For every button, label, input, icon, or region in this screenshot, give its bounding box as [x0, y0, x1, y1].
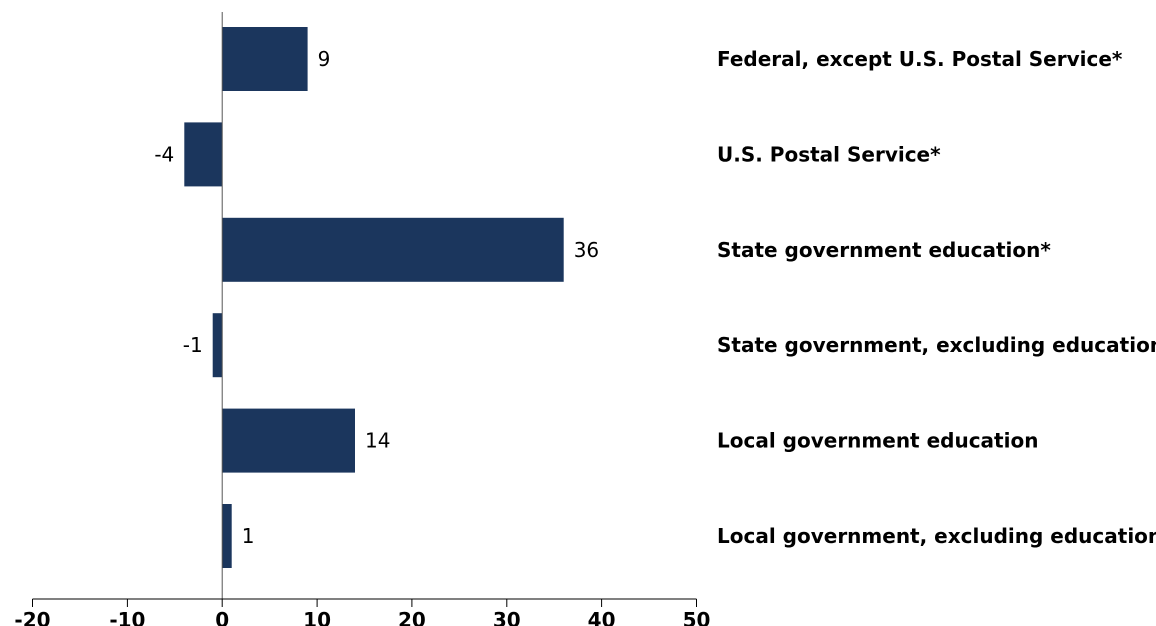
bar	[222, 27, 308, 91]
data-label: 14	[365, 429, 390, 453]
x-tick-label: 30	[493, 608, 521, 626]
category-label: Local government, excluding education	[717, 524, 1156, 548]
labels-group: 9 Federal, except U.S. Postal Service* -4 U…	[14, 47, 1156, 626]
category-label: U.S. Postal Service*	[717, 142, 941, 166]
bar	[222, 504, 232, 568]
x-tick-label: -10	[109, 608, 145, 626]
category-label: Federal, except U.S. Postal Service*	[717, 47, 1123, 71]
bar	[222, 217, 564, 282]
x-tick-label: 0	[215, 608, 229, 626]
category-label: State government education*	[717, 238, 1051, 262]
bar	[184, 122, 223, 187]
data-label: 36	[574, 238, 599, 262]
data-label: 1	[242, 524, 255, 548]
x-tick-label: 20	[398, 608, 426, 626]
bar	[222, 408, 355, 473]
bars-group	[184, 27, 564, 568]
x-tick-label: -20	[14, 608, 50, 626]
category-label: Local government education	[717, 429, 1038, 453]
x-tick-label: 50	[683, 608, 711, 626]
x-tick-label: 40	[588, 608, 616, 626]
bar	[212, 313, 223, 378]
data-label: 9	[318, 47, 331, 71]
category-label: State government, excluding education	[717, 333, 1156, 357]
data-label: -1	[183, 333, 203, 357]
data-label: -4	[154, 142, 174, 166]
x-tick-label: 10	[303, 608, 331, 626]
axis-group	[32, 12, 697, 607]
